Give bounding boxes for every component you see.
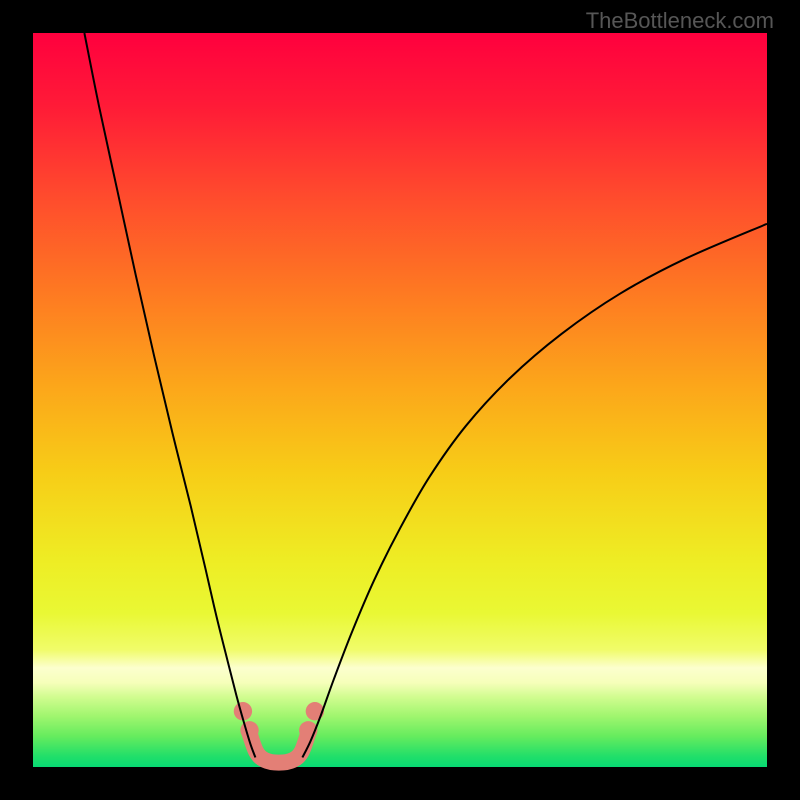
- plot-area: [33, 33, 767, 767]
- curve-right: [302, 224, 767, 758]
- curve-layer: [33, 33, 767, 767]
- watermark-text: TheBottleneck.com: [586, 8, 774, 34]
- valley-lobe-3: [306, 702, 324, 720]
- chart-root: TheBottleneck.com: [0, 0, 800, 800]
- curve-left: [84, 33, 255, 757]
- valley-u-shape: [249, 731, 309, 763]
